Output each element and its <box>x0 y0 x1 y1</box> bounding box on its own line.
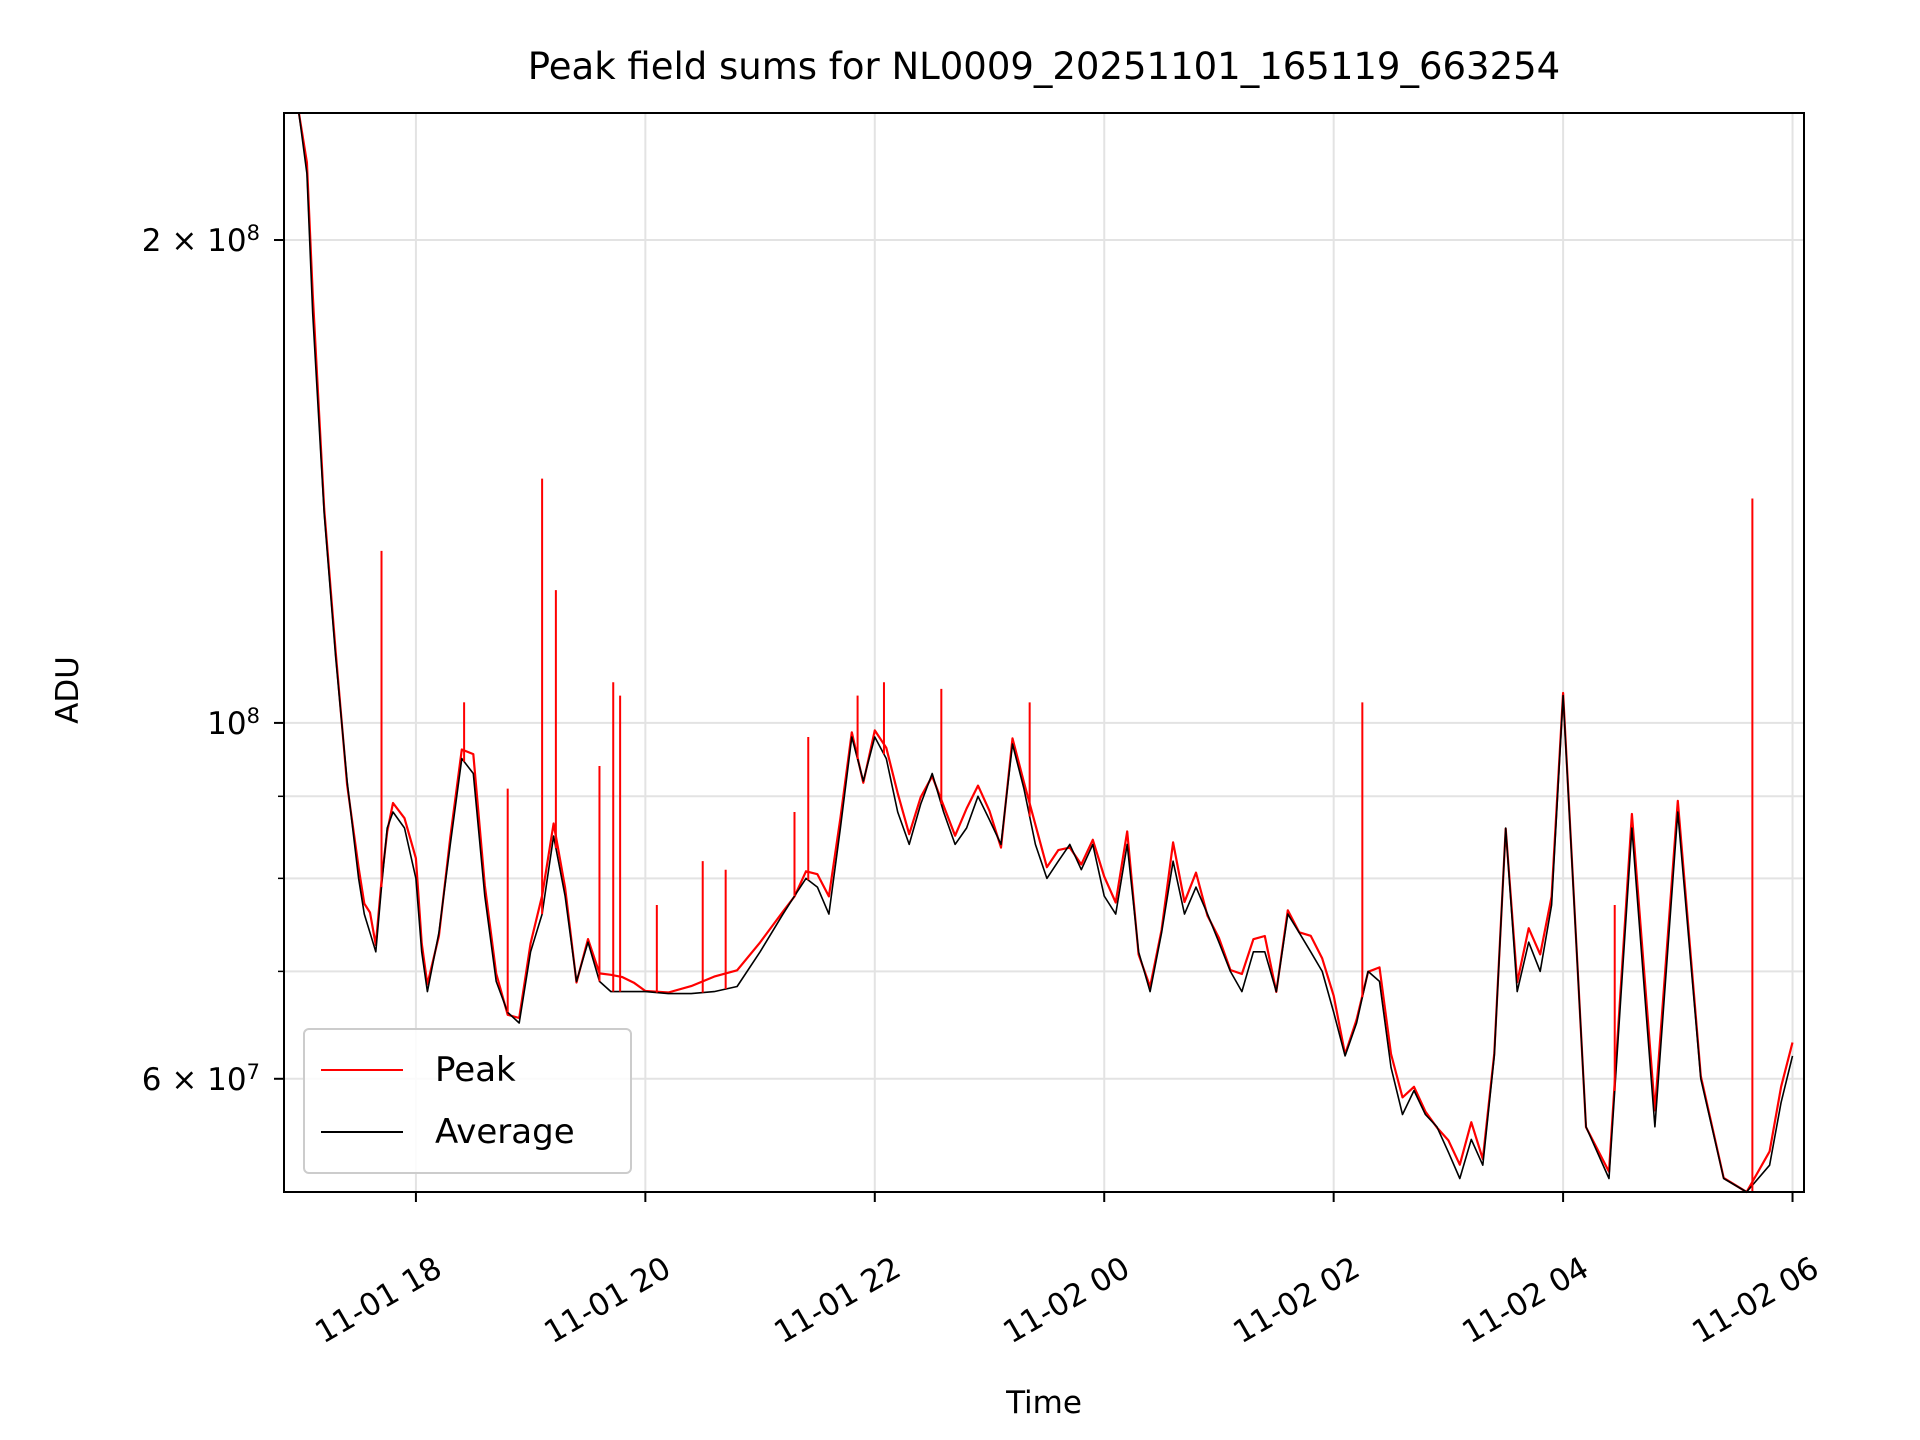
legend-swatch-peak <box>321 1069 403 1071</box>
y-tick-exponent: 7 <box>246 1059 260 1084</box>
y-tick-label: 6 × 107 <box>142 1060 260 1098</box>
legend-item-average: Average <box>321 1112 575 1152</box>
grid-lines <box>284 113 1804 1192</box>
y-tick-base: 10 <box>207 706 247 743</box>
y-tick-label: 2 × 108 <box>142 221 260 259</box>
legend-label-average: Average <box>435 1112 575 1152</box>
y-tick-exponent: 8 <box>246 220 260 245</box>
y-tick-base: 6 × 10 <box>141 1061 247 1098</box>
series-layer <box>297 112 1794 1194</box>
y-axis-label: ADU <box>50 656 86 724</box>
legend-label-peak: Peak <box>435 1050 516 1090</box>
x-axis-label: Time <box>1006 1385 1082 1421</box>
plot-frame <box>283 112 1805 1193</box>
y-tick-label: 108 <box>207 704 260 742</box>
y-tick-base: 2 × 10 <box>141 223 247 260</box>
average-series-line <box>298 112 1794 1193</box>
chart-title: Peak field sums for NL0009_20251101_1651… <box>527 45 1561 88</box>
tick-marks <box>274 239 1794 1202</box>
legend-item-peak: Peak <box>321 1050 516 1090</box>
peak-series-line <box>297 112 1794 1194</box>
y-tick-exponent: 8 <box>246 703 260 728</box>
legend: Peak Average <box>303 1028 632 1174</box>
legend-swatch-average <box>321 1131 403 1133</box>
